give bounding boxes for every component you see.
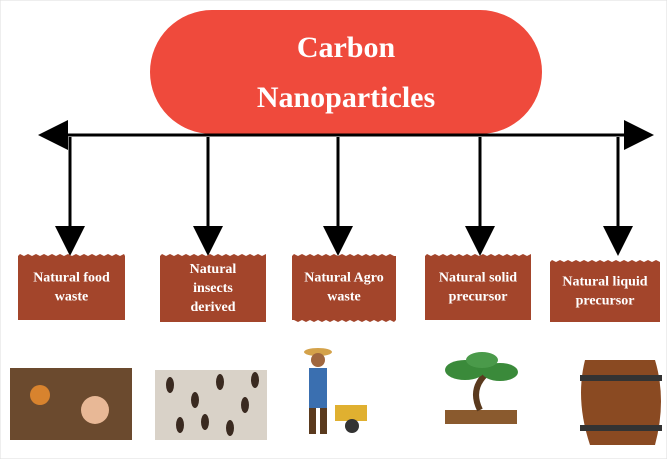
barrel bbox=[580, 360, 662, 445]
node-label: Natural food bbox=[33, 271, 110, 286]
title-pill bbox=[150, 10, 542, 134]
node-label: Natural liquid bbox=[562, 275, 647, 290]
node-label: insects bbox=[193, 281, 233, 296]
node-label: waste bbox=[55, 290, 88, 305]
node-label: Natural solid bbox=[439, 271, 517, 286]
node-box bbox=[425, 254, 531, 320]
photo-detail bbox=[81, 396, 109, 424]
node-box bbox=[292, 254, 396, 322]
node-label: precursor bbox=[576, 294, 635, 309]
node-label: precursor bbox=[449, 290, 508, 305]
title-line: Carbon bbox=[297, 31, 396, 64]
node-label: Natural bbox=[190, 262, 237, 277]
node-label: Natural Agro bbox=[304, 271, 383, 286]
food-waste-photo bbox=[10, 368, 132, 440]
node-box bbox=[18, 254, 125, 320]
node-box bbox=[550, 260, 660, 322]
node-label: derived bbox=[190, 300, 235, 315]
diagram: Carbon Nanoparticles Natural food waste Natu… bbox=[0, 0, 667, 459]
photo-detail bbox=[30, 385, 50, 405]
title-line: Nanoparticles bbox=[257, 81, 435, 114]
node-label: waste bbox=[327, 290, 360, 305]
